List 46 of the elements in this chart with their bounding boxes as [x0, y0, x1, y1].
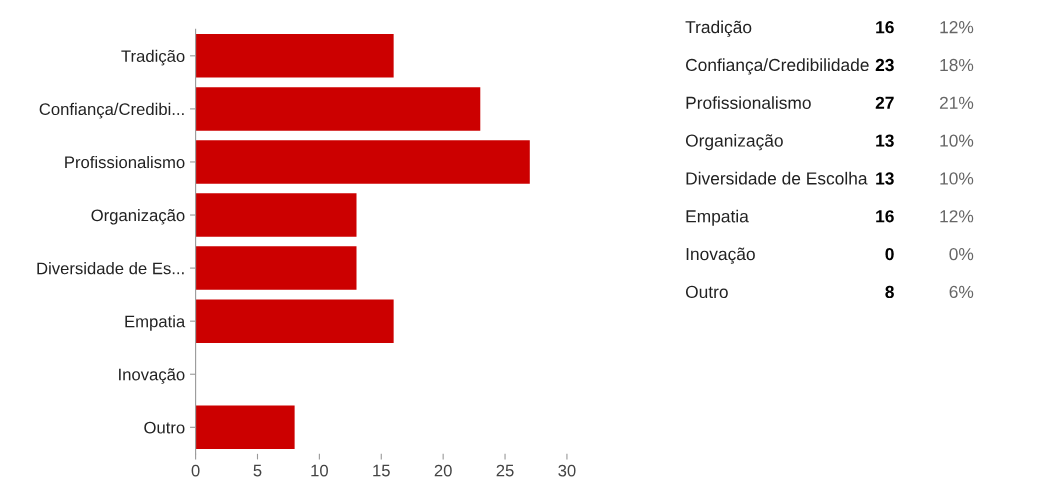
- category-label: Outro: [685, 285, 728, 299]
- y-tick-label: Tradição: [121, 49, 185, 66]
- data-label: 10%: [940, 134, 974, 147]
- bar: [195, 34, 394, 78]
- x-tick-label: 10: [311, 464, 328, 477]
- data-label: 16: [876, 21, 894, 34]
- y-tick-label: Inovação: [119, 368, 185, 384]
- bar: [195, 193, 357, 237]
- data-label: 12%: [940, 21, 974, 34]
- bar: [195, 140, 530, 184]
- x-tick-label: 30: [558, 464, 576, 477]
- data-label: 18%: [940, 58, 974, 72]
- x-tick-label: 25: [496, 464, 514, 477]
- bar: [195, 246, 357, 290]
- category-label: Diversidade de Escolha: [686, 171, 868, 185]
- x-tick-label: 20: [434, 464, 452, 477]
- y-tick-label: Confiança/Credibi...: [39, 102, 184, 119]
- y-tick-label: Profissionalismo: [65, 155, 185, 169]
- y-tick-label: Organização: [91, 208, 185, 225]
- x-tick-label: 5: [253, 464, 262, 477]
- x-tick-label: 15: [373, 464, 390, 477]
- bar: [195, 87, 481, 131]
- y-tick-label: Outro: [144, 421, 185, 434]
- data-label: 12%: [940, 210, 974, 223]
- category-label: Tradição: [685, 20, 752, 37]
- data-label: 21%: [939, 96, 974, 109]
- data-label: 23: [875, 58, 894, 72]
- y-tick-label: Diversidade de Es...: [37, 262, 184, 275]
- x-tick-label: 0: [191, 464, 200, 477]
- data-label: 6%: [949, 285, 974, 299]
- category-label: Confiança/Credibilidade: [686, 58, 869, 75]
- data-label: 0: [885, 247, 894, 261]
- category-label: Profissionalismo: [686, 96, 811, 109]
- category-label: Empatia: [686, 209, 749, 226]
- data-label: 13: [876, 134, 894, 147]
- y-tick-label: Empatia: [125, 315, 186, 331]
- category-label: Organização: [685, 134, 783, 151]
- data-label: 27: [875, 96, 894, 109]
- data-label: 13: [876, 172, 894, 185]
- data-label: 16: [876, 210, 894, 223]
- data-label: 8: [885, 285, 894, 299]
- data-label: 10%: [940, 172, 974, 185]
- category-label: Inovação: [686, 247, 755, 264]
- bar: [195, 405, 295, 450]
- data-label: 0%: [949, 247, 974, 261]
- bar: [195, 299, 394, 343]
